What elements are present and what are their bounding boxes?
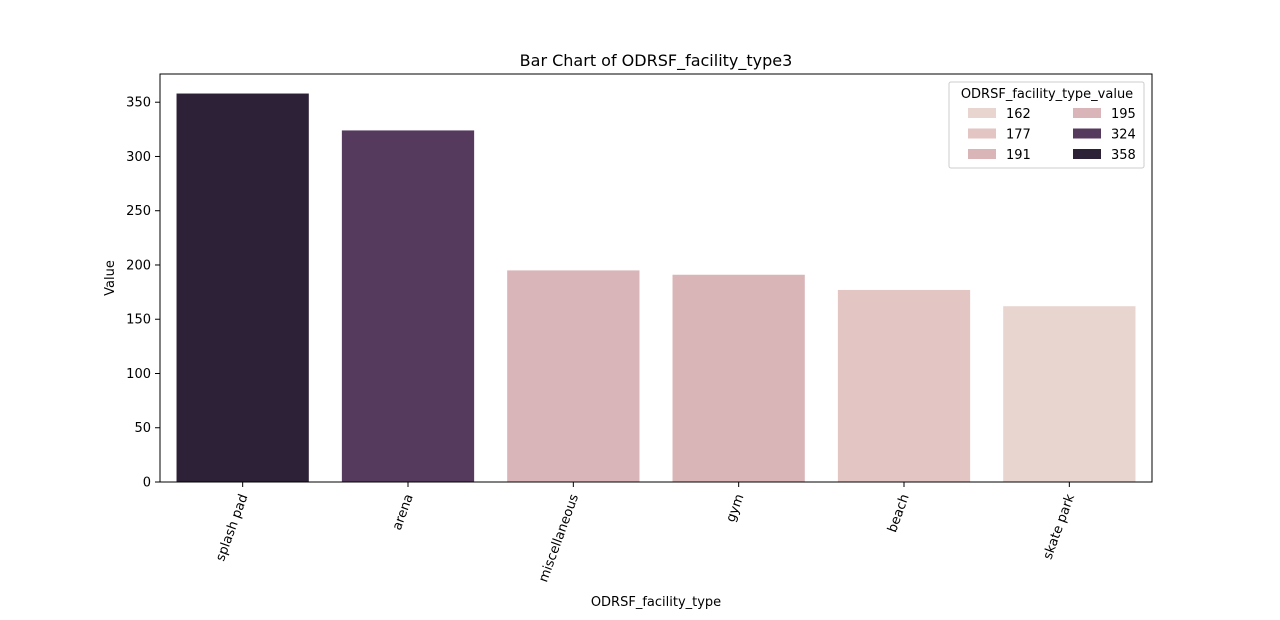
x-tick-label: splash pad (213, 492, 251, 563)
legend-swatch (1073, 149, 1101, 159)
legend-label: 195 (1111, 107, 1136, 122)
bar-miscellaneous (507, 270, 640, 482)
legend-swatch (1073, 128, 1101, 139)
bar-gym (672, 274, 805, 482)
legend-swatch (968, 128, 996, 139)
legend-label: 191 (1006, 148, 1031, 163)
x-tick-label: miscellaneous (536, 492, 582, 584)
y-tick-label: 150 (126, 313, 151, 328)
bar-beach (837, 289, 971, 482)
legend-label: 324 (1111, 128, 1136, 143)
bars-group (176, 93, 1136, 482)
chart-title: Bar Chart of ODRSF_facility_type3 (520, 51, 793, 71)
bar-arena (341, 130, 475, 482)
plot-frame (159, 73, 1153, 483)
bar-splash-pad (176, 93, 309, 482)
y-tick-label: 0 (143, 476, 151, 491)
y-tick-label: 300 (126, 150, 151, 165)
x-axis: splash pad arena miscellaneous gym beach skat… (213, 482, 1078, 584)
legend-box (948, 81, 1145, 169)
y-tick-label: 250 (126, 204, 151, 219)
y-tick-label: 50 (134, 421, 151, 436)
bar-skate-park (1003, 306, 1136, 482)
y-tick-label: 200 (126, 258, 151, 273)
y-tick-label: 100 (126, 367, 151, 382)
legend-title: ODRSF_facility_type_value (961, 87, 1133, 102)
y-axis-label: Value (103, 260, 118, 296)
y-axis: 0 50 100 150 200 250 300 350 (126, 96, 160, 491)
legend-items: 162 177 191 195 324 358 (968, 107, 1136, 163)
legend-label: 162 (1006, 107, 1031, 122)
legend-label: 358 (1111, 148, 1136, 163)
x-tick-label: beach (885, 492, 913, 534)
legend-swatch (1073, 108, 1101, 118)
x-tick-label: skate park (1041, 492, 1079, 562)
legend-label: 177 (1006, 128, 1031, 143)
x-tick-label: arena (390, 492, 417, 532)
legend-swatch (968, 108, 996, 118)
x-tick-label: gym (724, 492, 748, 524)
legend: ODRSF_facility_type_value 162 177 191 195 32… (948, 81, 1145, 169)
legend-swatch (968, 149, 996, 159)
y-tick-label: 350 (126, 96, 151, 111)
x-axis-label: ODRSF_facility_type (591, 595, 721, 610)
